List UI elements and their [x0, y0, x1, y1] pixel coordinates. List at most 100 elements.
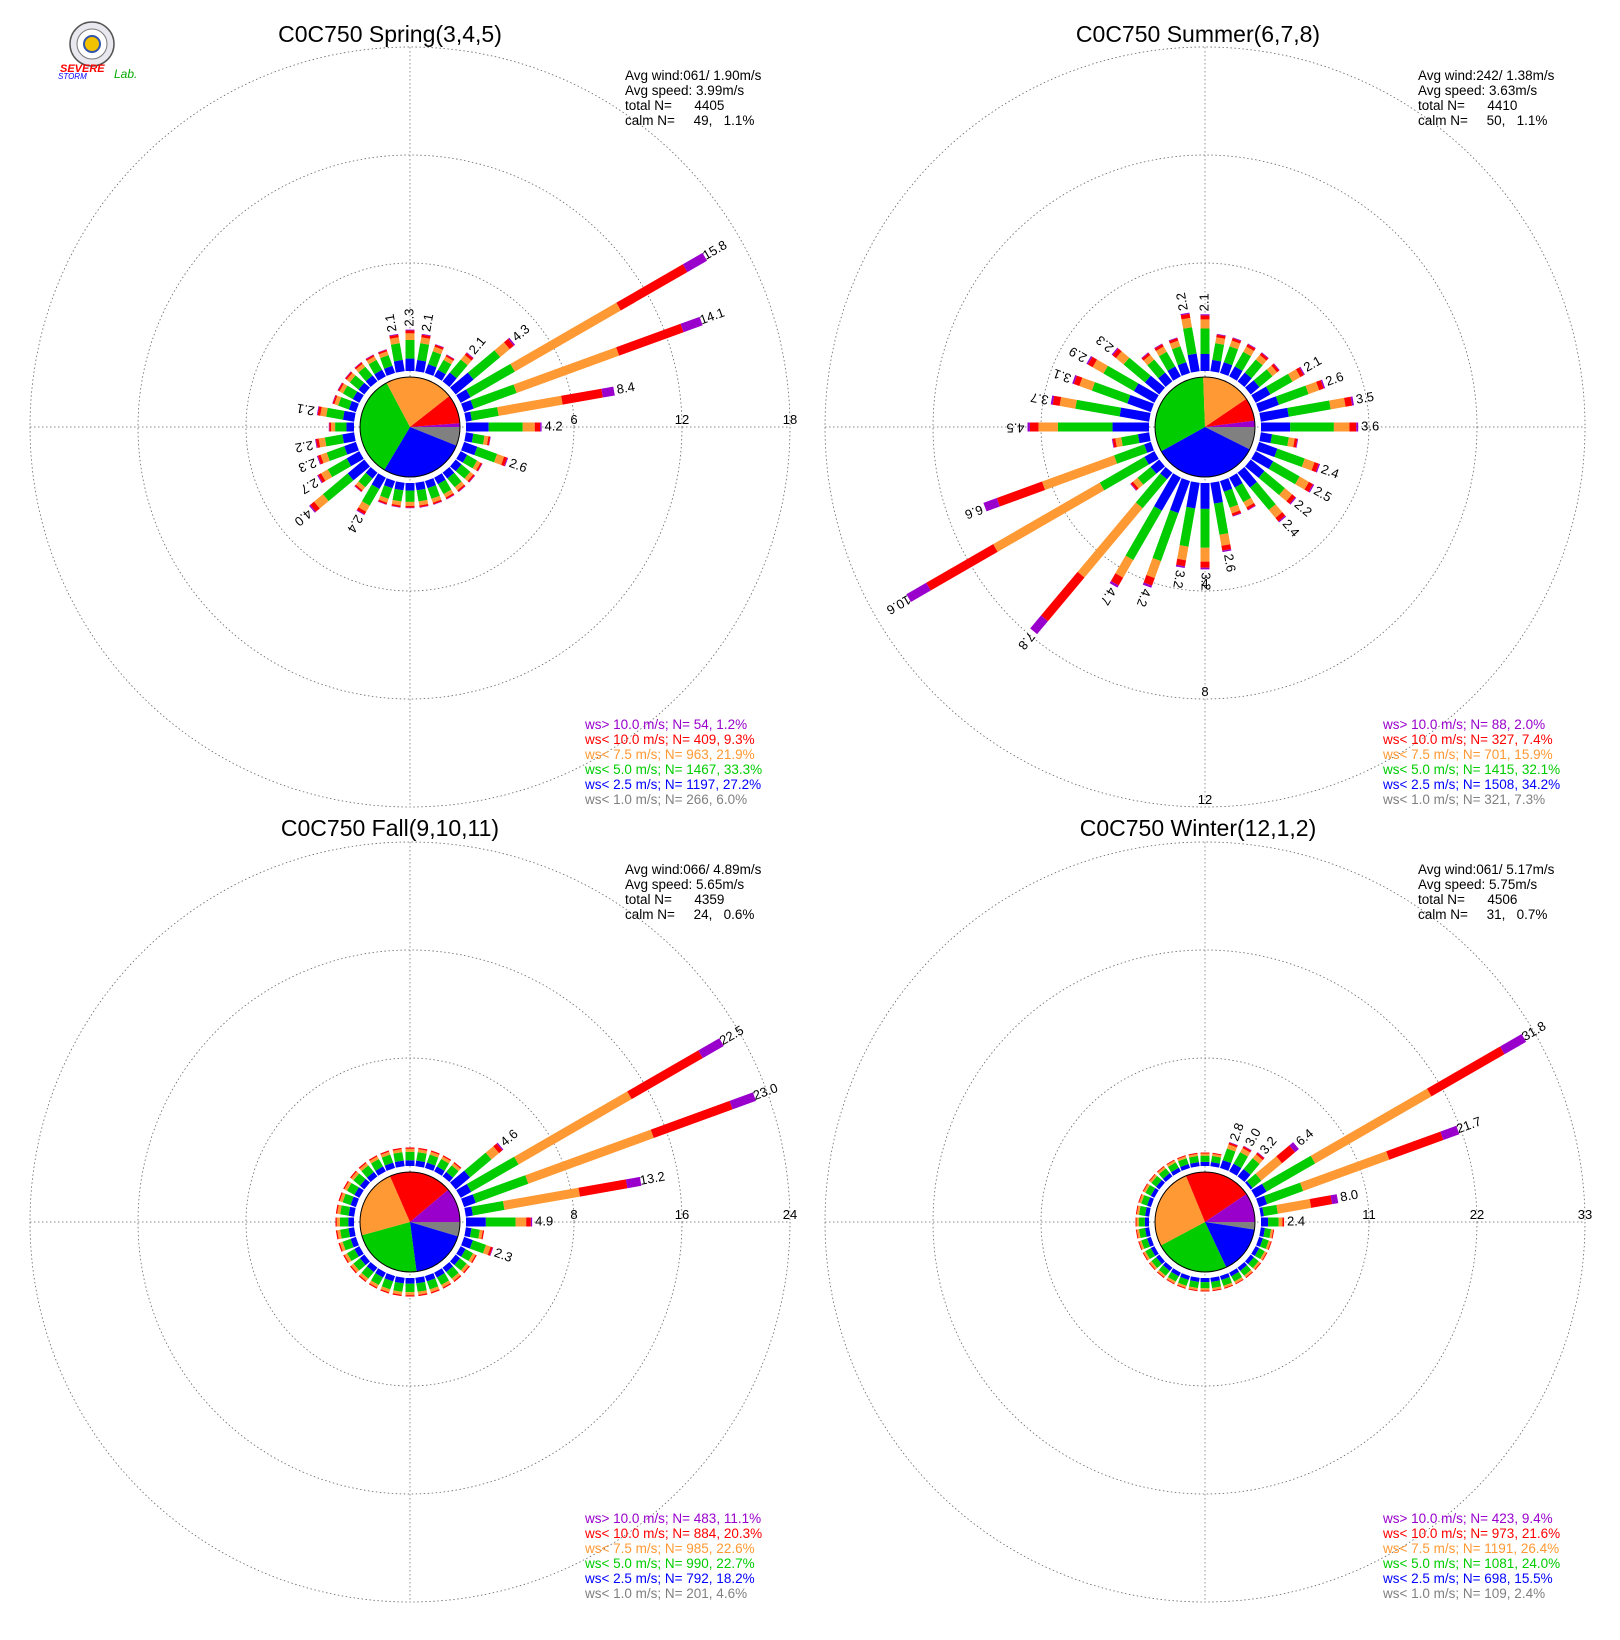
sector-bar: 8.4	[464, 379, 636, 422]
sector-band	[443, 489, 454, 498]
sector-label: 3.5	[1355, 389, 1375, 407]
sector-band	[1329, 397, 1346, 410]
sector-band	[472, 460, 481, 471]
grid-ring	[932, 154, 1478, 700]
sector-band	[478, 1229, 483, 1240]
sector-band	[369, 1156, 379, 1164]
sector-label: 4.3	[509, 321, 532, 344]
sector-band	[358, 1162, 367, 1169]
sector-band	[415, 359, 427, 373]
sector-band	[627, 1050, 703, 1100]
sector-bar	[415, 1147, 428, 1168]
sector-band	[1111, 347, 1119, 356]
sector-band	[1157, 1269, 1166, 1278]
sector-bar	[1135, 1227, 1151, 1239]
sector-band	[371, 473, 386, 489]
sector-bar: 2.4	[1256, 441, 1341, 482]
legend-entry: ws> 10.0 m/s; N= 423, 9.4%	[1382, 1511, 1553, 1526]
sector-band	[1263, 1228, 1272, 1238]
total-n: total N= 4506	[1418, 892, 1517, 907]
sector-band	[1289, 496, 1297, 505]
sector-band	[1344, 396, 1353, 407]
sector-band	[437, 479, 452, 495]
sector-band	[310, 501, 320, 512]
sector-band	[601, 386, 615, 398]
sector-band	[1243, 1158, 1260, 1175]
sector-bar	[450, 1254, 470, 1274]
sector-band	[497, 395, 563, 416]
sector-band	[1270, 434, 1289, 447]
pie-slice	[1154, 377, 1205, 452]
sector-band	[1079, 377, 1095, 391]
sector-band	[346, 1248, 359, 1261]
sector-band	[1240, 1265, 1252, 1276]
sector-band	[346, 372, 356, 383]
sector-band	[1151, 1257, 1162, 1269]
sector-band	[464, 352, 474, 361]
sector-band	[1246, 503, 1256, 510]
sector-bar	[1219, 478, 1242, 517]
sector-band	[1190, 1162, 1200, 1168]
logo-text-top: SEVERE	[60, 63, 105, 75]
sector-bar	[442, 1162, 462, 1182]
sector-bar	[1256, 1236, 1272, 1250]
sector-band	[1221, 1276, 1232, 1286]
sector-band	[1245, 459, 1265, 478]
sector-band	[1073, 375, 1083, 387]
pie-outline	[1154, 1171, 1256, 1273]
sector-bar: 2.4	[1261, 1213, 1305, 1228]
sector-bar	[1168, 337, 1191, 376]
sector-band	[339, 1241, 346, 1252]
sector-label: 4.9	[535, 1213, 553, 1228]
sector-band	[1210, 1162, 1220, 1168]
sector-band	[365, 467, 378, 479]
sector-band	[437, 359, 452, 375]
sector-band	[348, 1206, 356, 1217]
sector-band	[508, 337, 516, 346]
sector-bar	[464, 432, 491, 446]
sector-band	[464, 1152, 492, 1178]
sector-label: 31.8	[1519, 1018, 1548, 1044]
sector-band	[454, 1258, 467, 1271]
sector-label: 15.8	[700, 237, 729, 263]
sector-band	[1179, 506, 1196, 547]
sector-band	[482, 435, 489, 446]
sector-band	[1147, 359, 1166, 379]
sector-band	[318, 437, 327, 448]
ring-label: 8	[570, 1207, 577, 1222]
sector-band	[424, 478, 436, 489]
sector-bar	[1154, 343, 1181, 381]
sector-band	[1086, 355, 1093, 365]
sector-bar	[1251, 1246, 1268, 1261]
sector-band	[1311, 462, 1319, 473]
sector-bar	[335, 1204, 356, 1217]
sector-band	[368, 1155, 378, 1161]
sector-band	[469, 1240, 487, 1254]
calm-n: calm N= 49, 1.1%	[625, 113, 754, 128]
sector-band	[1301, 458, 1315, 471]
sector-bar	[424, 1150, 440, 1171]
sector-band	[436, 1273, 449, 1286]
sector-band	[1221, 544, 1232, 551]
sector-label: 3.6	[1361, 418, 1379, 433]
sector-band	[1229, 1268, 1239, 1277]
sector-band	[1148, 1262, 1156, 1271]
legend-entry: ws> 10.0 m/s; N= 88, 2.0%	[1382, 717, 1545, 732]
sector-band	[476, 462, 483, 472]
grid-ring	[137, 154, 683, 700]
sector-band	[1178, 1158, 1189, 1168]
sector-band	[1265, 373, 1293, 395]
sector-bar: 3.1	[1051, 366, 1154, 413]
sector-band	[1243, 346, 1255, 357]
sector-band	[1386, 1131, 1444, 1160]
sector-band	[342, 1193, 354, 1206]
ring-label: 24	[783, 1207, 797, 1222]
sector-band	[501, 456, 508, 467]
sector-band	[361, 484, 380, 506]
sector-bar	[344, 371, 370, 395]
sector-band	[344, 441, 359, 455]
sector-band	[470, 384, 517, 409]
sector-band	[461, 1248, 474, 1261]
total-n: total N= 4405	[625, 98, 724, 113]
legend-entry: ws< 2.5 m/s; N= 792, 18.2%	[584, 1571, 755, 1586]
